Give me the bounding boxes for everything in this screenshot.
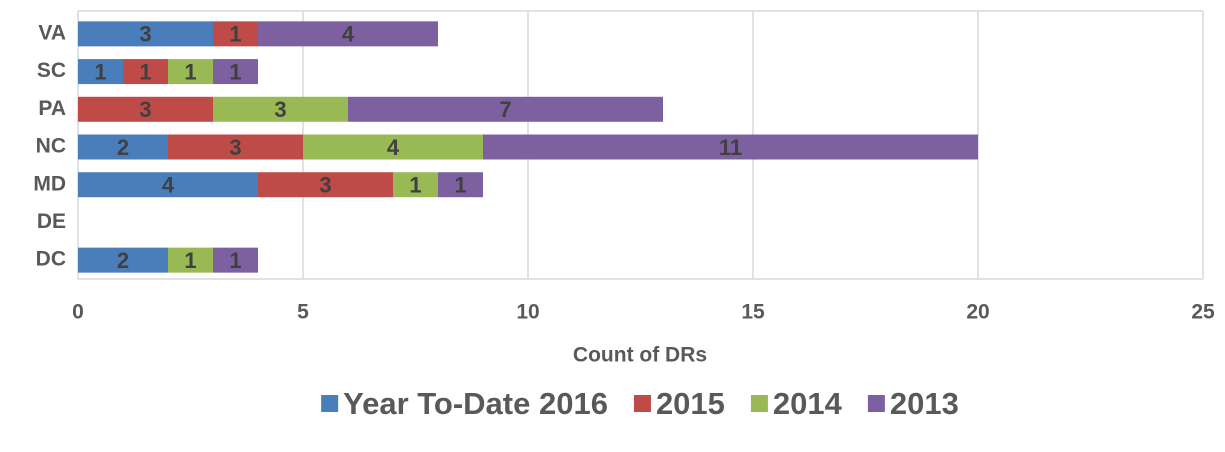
data-label: 3	[139, 97, 151, 122]
legend-swatch	[750, 395, 768, 412]
legend-swatch	[633, 395, 651, 412]
x-tick-label: 10	[516, 301, 539, 324]
legend-label: 2015	[656, 386, 725, 421]
bar-segment	[213, 21, 258, 47]
data-label: 1	[229, 248, 241, 273]
data-label: 4	[162, 173, 175, 198]
y-tick-label: NC	[36, 135, 66, 158]
data-label: 1	[184, 248, 196, 273]
bar-segment	[258, 172, 393, 198]
y-tick-label: PA	[38, 97, 66, 120]
bar-segment	[78, 172, 258, 198]
bar-segment	[348, 96, 663, 122]
data-label: 11	[719, 135, 742, 160]
bar-segment	[78, 96, 213, 122]
y-tick-label: DC	[36, 248, 66, 271]
data-label: 1	[454, 173, 466, 198]
data-label: 4	[342, 22, 355, 47]
y-tick-label: MD	[33, 172, 66, 195]
data-label: 3	[274, 97, 286, 122]
y-tick-label: VA	[38, 21, 66, 44]
bar-segment	[213, 247, 258, 273]
legend: Year To-Date 2016 2015 2014 2013	[321, 386, 959, 421]
bar-segment	[483, 134, 978, 160]
bar-segment	[168, 59, 213, 85]
y-tick-label: SC	[37, 59, 66, 82]
data-label: 3	[229, 135, 241, 160]
data-label: 2	[117, 248, 129, 273]
data-label: 1	[409, 173, 421, 198]
legend-label: Year To-Date 2016	[343, 386, 608, 421]
bar-segment	[438, 172, 483, 198]
bar-segment	[393, 172, 438, 198]
bar-segment	[168, 247, 213, 273]
legend-swatch	[867, 395, 885, 412]
bar-segment	[78, 247, 168, 273]
data-label: 4	[387, 135, 400, 160]
x-tick-label: 5	[297, 301, 309, 324]
bar-segment	[168, 134, 303, 160]
bar-segment	[258, 21, 438, 47]
data-label: 2	[117, 135, 129, 160]
bar-segment	[78, 134, 168, 160]
y-tick-label: DE	[37, 210, 66, 233]
legend-label: 2013	[890, 386, 959, 421]
legend-swatch	[321, 395, 339, 412]
bar-segment	[78, 21, 213, 47]
data-label: 1	[139, 59, 151, 84]
x-axis-title: Count of DRs	[573, 344, 707, 367]
legend-label: 2014	[773, 386, 843, 421]
data-label: 7	[499, 97, 511, 122]
x-tick-label: 15	[741, 301, 765, 324]
data-label: 1	[94, 59, 106, 84]
x-tick-label: 20	[966, 301, 989, 324]
bar-segment	[78, 59, 123, 85]
x-tick-label: 25	[1191, 301, 1215, 324]
bar-segment	[123, 59, 168, 85]
data-label: 3	[319, 173, 331, 198]
bar-segment	[213, 59, 258, 85]
x-tick-label: 0	[72, 301, 84, 324]
bar-segment	[303, 134, 483, 160]
data-label: 1	[229, 59, 241, 84]
data-label: 1	[184, 59, 196, 84]
bar-segment	[213, 96, 348, 122]
data-label: 1	[229, 22, 241, 47]
data-label: 3	[139, 22, 151, 47]
